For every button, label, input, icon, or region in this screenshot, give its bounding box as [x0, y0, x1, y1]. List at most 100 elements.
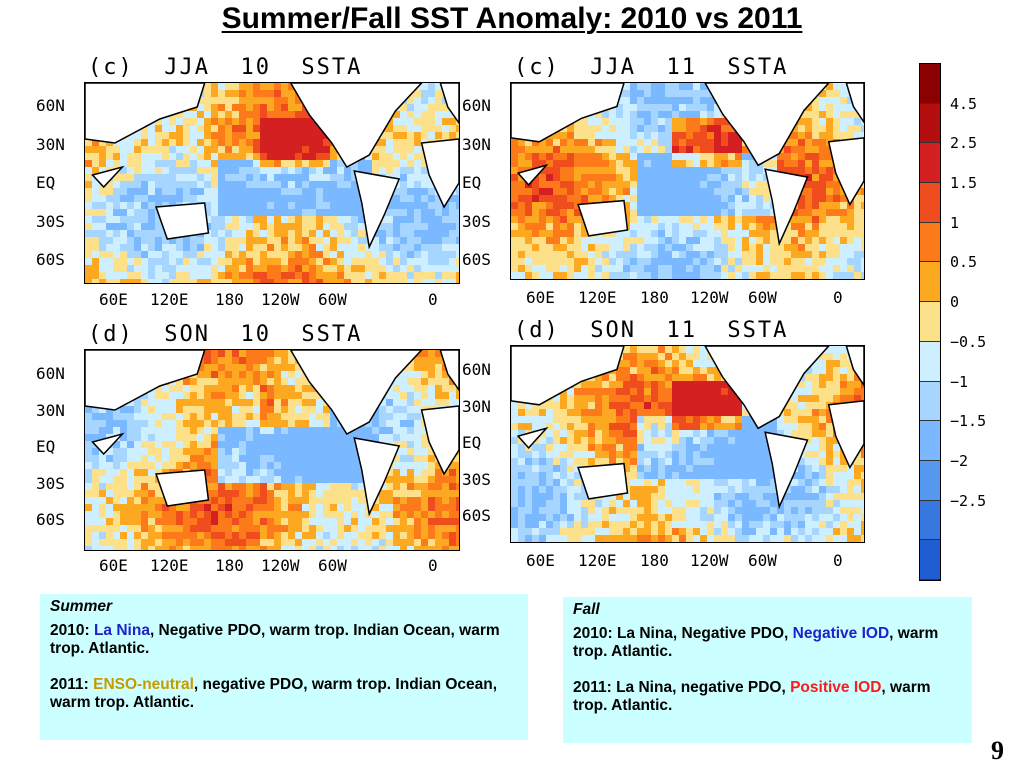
lat-tick-label: EQ [36, 437, 56, 456]
lon-tick-label: 60W [748, 551, 777, 570]
fall-box: Fall 2010: La Nina, Negative PDO, Negati… [563, 597, 972, 743]
colorbar-tick-label: 0 [950, 293, 960, 312]
lon-tick-label: 120E [578, 551, 617, 570]
lon-tick-label: 120E [150, 556, 189, 575]
lon-tick-label: 60W [318, 556, 347, 575]
summer-2010-highlight: La Nina [93, 622, 150, 639]
panel-label-jja11: (c) JJA 11 SSTA [514, 55, 789, 80]
map-jja-2011 [510, 82, 865, 280]
lon-tick-label: 180 [215, 556, 244, 575]
colorbar-segment [920, 341, 940, 382]
colorbar-segment [920, 302, 940, 342]
lat-tick-label: EQ [462, 173, 482, 192]
colorbar [919, 63, 941, 581]
lon-tick-label: 120W [261, 290, 300, 309]
summer-2010-line: 2010: La Nina, Negative PDO, warm trop. … [50, 622, 518, 658]
lon-tick-label: 120E [578, 288, 617, 307]
lon-tick-label: 120W [690, 551, 729, 570]
colorbar-segment [920, 64, 940, 104]
colorbar-segment [920, 103, 940, 144]
colorbar-segment [920, 222, 940, 263]
fall-2010-rest: , warm trop. Atlantic. [573, 625, 939, 660]
lat-tick-label: 30S [462, 211, 491, 231]
colorbar-tick-label: 0.5 [950, 253, 978, 272]
slide-title-text: Summer/Fall SST Anomaly: 2010 vs 2011 [221, 2, 803, 35]
lon-tick-label: 0 [428, 556, 438, 575]
lat-tick-label: EQ [36, 173, 56, 192]
lat-tick-label: 30N [36, 400, 65, 420]
colorbar-segment [920, 183, 940, 223]
lon-tick-label: 0 [833, 551, 843, 570]
lon-tick-label: 0 [833, 288, 843, 307]
colorbar-tick-label: −2 [950, 451, 969, 470]
colorbar-segment [920, 381, 940, 422]
colorbar-tick-label: −2.5 [950, 491, 987, 510]
lat-tick-label: 60S [36, 250, 65, 269]
lat-tick-label: 30S [462, 469, 491, 489]
lat-tick-label: 30N [36, 134, 65, 154]
fall-2011-rest: , warm trop. Atlantic. [573, 679, 931, 714]
fall-2010-highlight: Negative IOD [792, 625, 890, 642]
colorbar-tick-label: 1 [950, 213, 960, 232]
lat-tick-label: 60S [462, 506, 491, 525]
lon-tick-label: 60W [318, 290, 347, 309]
summer-2010-prefix: 2010: [50, 622, 94, 639]
lat-tick-label: EQ [462, 433, 482, 452]
lat-tick-label: 60S [462, 250, 491, 269]
lat-tick-label: 30N [462, 396, 491, 416]
summer-2010-rest: , Negative PDO, warm trop. Indian Ocean,… [50, 622, 500, 657]
lat-tick-label: 60N [462, 96, 491, 115]
summer-2011-rest: , negative PDO, warm trop. Indian Ocean,… [50, 676, 498, 711]
map-son-2011 [510, 345, 865, 543]
sst-map-image [85, 350, 459, 550]
panel-label-son10: (d) SON 10 SSTA [88, 322, 363, 347]
map-son-2010 [84, 349, 460, 551]
lat-tick-label: 30N [462, 134, 491, 154]
lat-tick-label: 30S [36, 211, 65, 231]
colorbar-segment [920, 143, 940, 184]
lon-tick-label: 60E [526, 288, 555, 307]
lon-tick-label: 120W [690, 288, 729, 307]
sst-map-image [511, 346, 864, 542]
summer-2011-line: 2011: ENSO-neutral, negative PDO, warm t… [50, 676, 518, 712]
colorbar-tick-label: −1.5 [950, 412, 987, 431]
lat-tick-label: 60N [36, 96, 65, 115]
lon-tick-label: 60W [748, 288, 777, 307]
sst-map-image [511, 83, 864, 279]
summer-2011-highlight: ENSO-neutral [93, 676, 194, 693]
lat-tick-label: 60N [462, 360, 491, 379]
lat-tick-label: 60N [36, 364, 65, 383]
summer-header: Summer [50, 598, 113, 615]
slide-title: Summer/Fall SST Anomaly: 2010 vs 2011 [0, 2, 1024, 36]
colorbar-tick-label: 1.5 [950, 174, 978, 193]
page-number: 9 [991, 736, 1004, 765]
lat-tick-label: 30S [36, 473, 65, 493]
fall-header: Fall [573, 601, 600, 618]
colorbar-tick-label: 2.5 [950, 134, 978, 153]
colorbar-segment [920, 460, 940, 501]
fall-2010-prefix: 2010: La Nina, Negative PDO, [573, 625, 793, 642]
lon-tick-label: 60E [526, 551, 555, 570]
panel-label-son11: (d) SON 11 SSTA [514, 318, 789, 343]
fall-2011-prefix: 2011: La Nina, negative PDO, [573, 679, 791, 696]
colorbar-segment [920, 500, 940, 541]
map-jja-2010 [84, 82, 460, 284]
lon-tick-label: 120E [150, 290, 189, 309]
fall-2011-highlight: Positive IOD [790, 679, 882, 696]
colorbar-tick-label: 4.5 [950, 94, 978, 113]
lon-tick-label: 60E [99, 556, 128, 575]
colorbar-segment [920, 262, 940, 303]
colorbar-tick-label: −0.5 [950, 332, 987, 351]
summer-box: Summer 2010: La Nina, Negative PDO, warm… [40, 594, 528, 740]
lon-tick-label: 180 [215, 290, 244, 309]
lon-tick-label: 180 [640, 551, 669, 570]
lat-tick-label: 60S [36, 510, 65, 529]
summer-2011-prefix: 2011: [50, 676, 94, 693]
lon-tick-label: 120W [261, 556, 300, 575]
colorbar-segment [920, 421, 940, 461]
lon-tick-label: 60E [99, 290, 128, 309]
fall-2010-line: 2010: La Nina, Negative PDO, Negative IO… [573, 625, 962, 661]
lon-tick-label: 180 [640, 288, 669, 307]
fall-2011-line: 2011: La Nina, negative PDO, Positive IO… [573, 679, 962, 715]
colorbar-tick-label: −1 [950, 372, 969, 391]
